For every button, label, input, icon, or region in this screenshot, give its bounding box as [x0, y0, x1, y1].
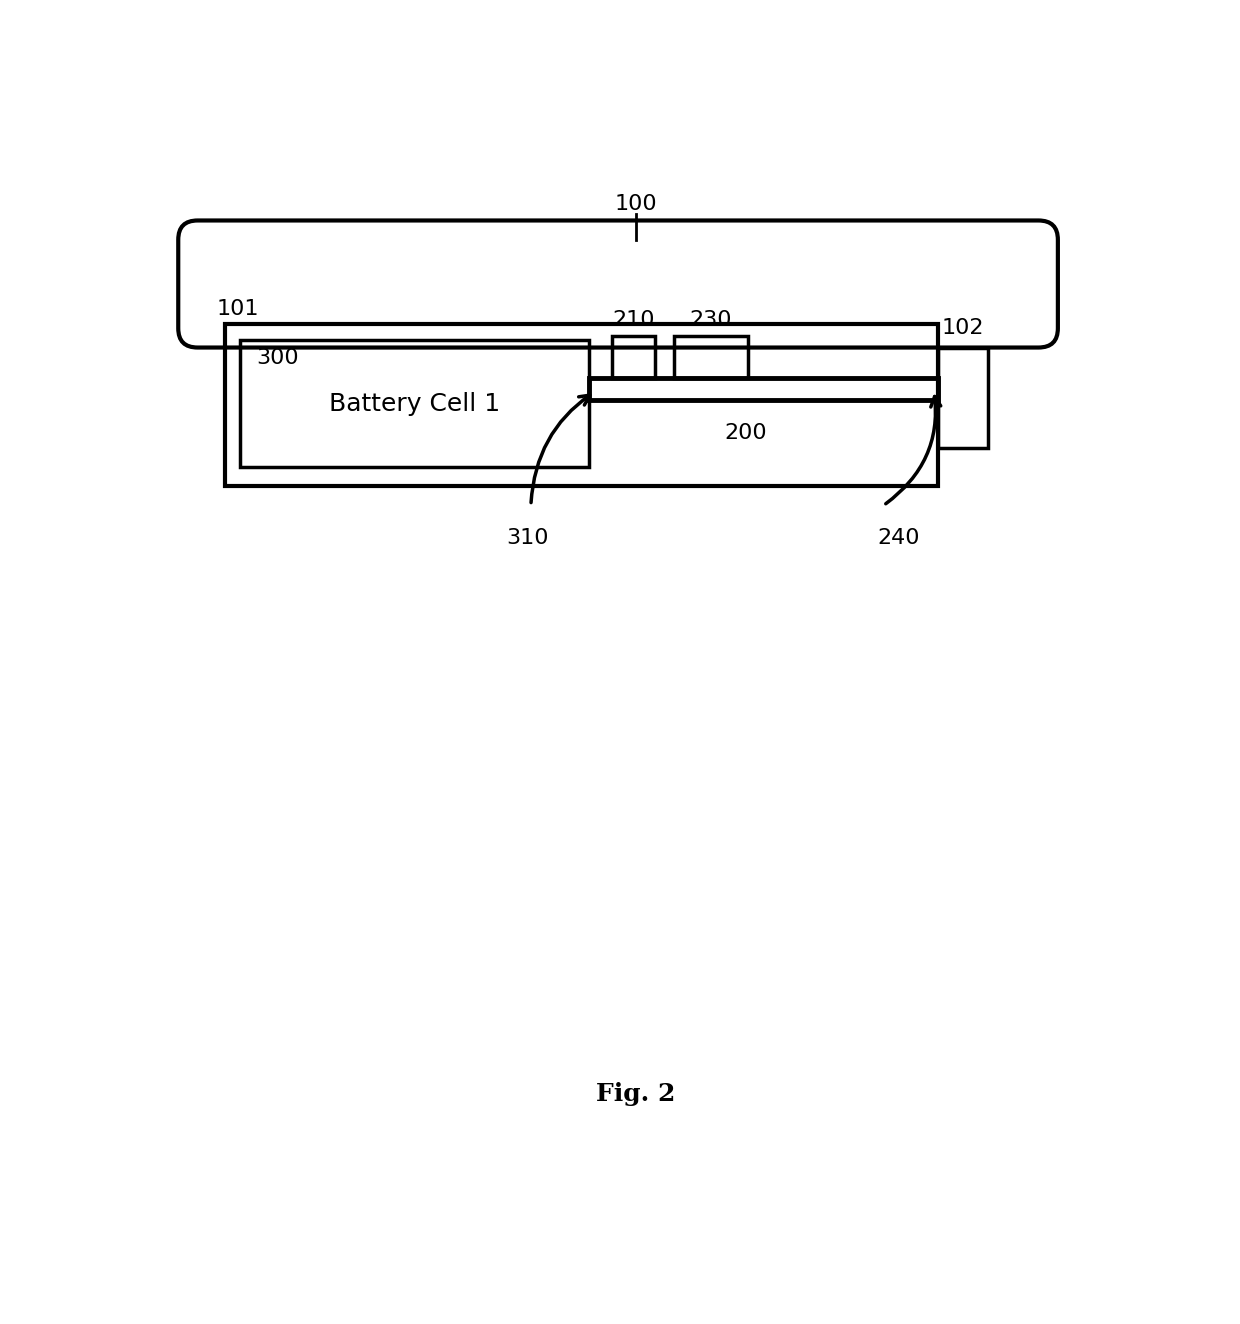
Text: 300: 300 [255, 347, 299, 368]
Text: 101: 101 [217, 299, 259, 319]
Text: Battery Cell 1: Battery Cell 1 [329, 392, 500, 416]
Text: 100: 100 [614, 193, 657, 213]
Text: 200: 200 [724, 422, 768, 444]
Bar [675, 336, 748, 379]
Bar [224, 324, 937, 486]
Text: 102: 102 [941, 318, 985, 339]
Bar [589, 379, 937, 400]
Text: 210: 210 [613, 310, 655, 330]
Bar [937, 347, 988, 448]
Text: 230: 230 [689, 310, 733, 330]
Bar [613, 336, 655, 379]
Text: 240: 240 [878, 528, 920, 548]
Bar [241, 340, 589, 467]
Text: 310: 310 [506, 528, 548, 548]
Text: Fig. 2: Fig. 2 [595, 1083, 676, 1107]
